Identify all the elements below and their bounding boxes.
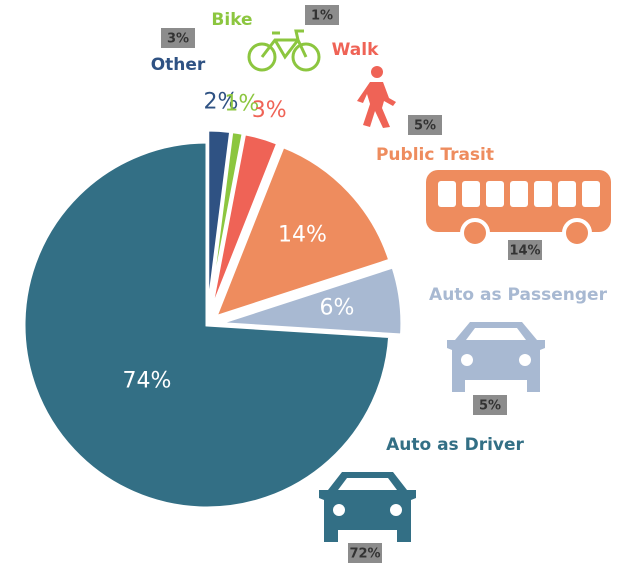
walk-icon bbox=[357, 66, 396, 128]
benchmark-label: 72% bbox=[349, 547, 380, 562]
slice-label: 1% bbox=[224, 92, 259, 117]
driver-car-icon bbox=[319, 472, 416, 542]
bike-icon bbox=[247, 29, 321, 72]
category-label: Bike bbox=[211, 10, 252, 30]
benchmark-label: 1% bbox=[311, 9, 333, 24]
category-label: Public Trasit bbox=[376, 145, 494, 165]
pie-slice bbox=[207, 129, 245, 314]
category-label: Auto as Driver bbox=[386, 435, 524, 455]
benchmark-box bbox=[508, 240, 542, 260]
pie-slice bbox=[213, 144, 392, 320]
slice-label: 74% bbox=[123, 368, 172, 393]
pie-slice bbox=[218, 265, 404, 337]
slice-label: 2% bbox=[204, 89, 239, 114]
pie-slice bbox=[22, 140, 392, 510]
benchmark-box bbox=[473, 395, 507, 415]
benchmark-box bbox=[408, 115, 442, 135]
benchmark-label: 3% bbox=[167, 32, 189, 47]
slice-label: 3% bbox=[252, 98, 287, 123]
category-label: Other bbox=[151, 55, 206, 75]
benchmark-box bbox=[161, 28, 195, 48]
passenger-car-icon bbox=[447, 322, 545, 392]
slice-label: 14% bbox=[278, 222, 327, 247]
benchmark-box bbox=[305, 5, 339, 25]
bus-icon bbox=[426, 170, 611, 248]
pie-slice bbox=[208, 131, 280, 315]
slice-label: 6% bbox=[319, 296, 354, 321]
benchmark-label: 5% bbox=[479, 399, 501, 414]
benchmark-box bbox=[348, 543, 382, 563]
category-label: Auto as Passenger bbox=[429, 285, 608, 305]
benchmark-label: 5% bbox=[414, 119, 436, 134]
benchmark-label: 14% bbox=[509, 244, 540, 259]
category-label: Walk bbox=[332, 40, 379, 60]
